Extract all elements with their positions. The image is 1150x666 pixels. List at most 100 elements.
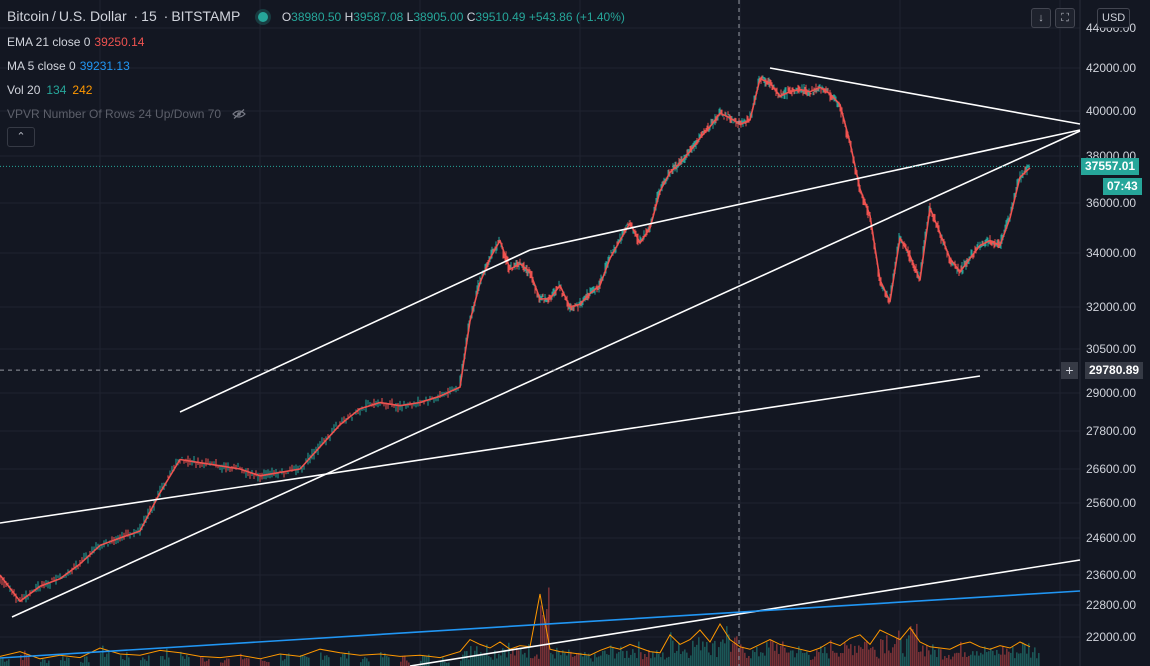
volume-bar: [464, 651, 466, 666]
volume-value-1: 134: [46, 83, 67, 97]
symbol-title[interactable]: Bitcoin / U.S. Dollar · 15 · BITSTAMP O38980…: [7, 8, 625, 24]
volume-bar: [446, 662, 448, 666]
volume-bar: [704, 646, 706, 666]
volume-bar: [718, 647, 720, 666]
volume-bar: [986, 652, 988, 666]
volume-bar: [914, 634, 916, 666]
volume-bar: [892, 647, 894, 666]
volume-bar: [420, 660, 422, 666]
volume-bar: [204, 661, 206, 666]
volume-bar: [662, 652, 664, 666]
volume-bar: [894, 644, 896, 666]
volume-bar: [884, 653, 886, 666]
volume-bar: [460, 660, 462, 666]
volume-bar: [698, 637, 700, 666]
volume-bar: [40, 661, 42, 666]
volume-bar: [582, 656, 584, 666]
volume-bar: [1036, 658, 1038, 666]
volume-bar: [444, 661, 446, 666]
vpvr-legend[interactable]: VPVR Number Of Rows 24 Up/Down 70: [7, 107, 247, 121]
trendline: [11, 130, 1081, 618]
volume-bar: [424, 656, 426, 666]
volume-bar: [812, 659, 814, 666]
volume-bar: [326, 655, 328, 666]
volume-bar: [938, 648, 940, 666]
volume-bar: [486, 644, 488, 666]
volume-bar: [802, 652, 804, 666]
volume-bar: [104, 656, 106, 666]
hidden-eye-icon[interactable]: [232, 109, 247, 119]
volume-bar: [754, 652, 756, 666]
arrow-down-icon[interactable]: ↓: [1031, 8, 1051, 28]
volume-bar: [428, 654, 430, 666]
volume-legend[interactable]: Vol 20 134 242: [7, 83, 93, 97]
trendline: [529, 129, 1081, 251]
volume-bar: [860, 647, 862, 666]
volume-bar: [406, 660, 408, 666]
volume-bar: [928, 650, 930, 666]
volume-bar: [886, 635, 888, 666]
volume-bar: [536, 654, 538, 666]
volume-bar: [800, 649, 802, 666]
price-tick-label: 25600.00: [1086, 496, 1136, 510]
volume-bar: [876, 656, 878, 666]
ma-legend[interactable]: MA 5 close 0 39231.13: [7, 59, 130, 73]
volume-bar: [808, 654, 810, 666]
low-value: 38905.00: [413, 10, 464, 24]
ema-legend[interactable]: EMA 21 close 0 39250.14: [7, 35, 145, 49]
collapse-legend-button[interactable]: ⌃: [7, 127, 35, 147]
volume-bar: [796, 653, 798, 666]
volume-bar: [408, 662, 410, 666]
volume-bar: [568, 649, 570, 666]
volume-bar: [62, 656, 64, 666]
open-value: 38980.50: [291, 10, 342, 24]
volume-bar: [128, 657, 130, 666]
volume-bar: [924, 656, 926, 666]
volume-value-2: 242: [72, 83, 93, 97]
volume-bar: [1038, 653, 1040, 666]
volume-bar: [224, 660, 226, 666]
volume-bar: [474, 650, 476, 666]
currency-button[interactable]: USD: [1097, 8, 1131, 28]
volume-bar: [108, 651, 110, 666]
volume-bar: [534, 656, 536, 666]
volume-bar: [832, 650, 834, 666]
volume-bar: [180, 651, 182, 666]
trendline: [409, 559, 1081, 666]
volume-bar: [770, 639, 772, 666]
fullscreen-icon[interactable]: ⛶: [1055, 8, 1075, 28]
volume-bar: [974, 655, 976, 666]
market-status-icon: [257, 12, 268, 22]
change-value: +543.86 (+1.40%): [528, 10, 625, 24]
volume-bar: [766, 642, 768, 666]
volume-bar: [1028, 643, 1030, 666]
interval-label: 15: [141, 8, 157, 24]
price-tick-label: 29000.00: [1086, 386, 1136, 400]
volume-bar: [364, 657, 366, 666]
volume-bar: [668, 656, 670, 666]
volume-bar: [780, 645, 782, 666]
volume-bar: [66, 657, 68, 666]
volume-bar: [726, 626, 728, 666]
volume-bar: [1016, 652, 1018, 666]
volume-bar: [168, 657, 170, 666]
volume-bar: [896, 637, 898, 666]
volume-bar: [366, 658, 368, 666]
volume-bar: [624, 658, 626, 666]
volume-bar: [544, 618, 546, 666]
plus-icon[interactable]: +: [1061, 362, 1078, 379]
volume-bar: [1024, 644, 1026, 666]
volume-bar: [360, 662, 362, 666]
volume-bar: [538, 658, 540, 666]
volume-bar: [820, 646, 822, 666]
trendline: [769, 67, 1081, 125]
volume-bar: [682, 651, 684, 666]
volume-bar: [20, 655, 22, 666]
volume-bar: [664, 659, 666, 666]
volume-bar: [774, 650, 776, 666]
grid-lines: [0, 0, 1080, 666]
volume-bar: [660, 657, 662, 666]
close-value: 39510.49: [475, 10, 526, 24]
volume-bar: [282, 660, 284, 666]
